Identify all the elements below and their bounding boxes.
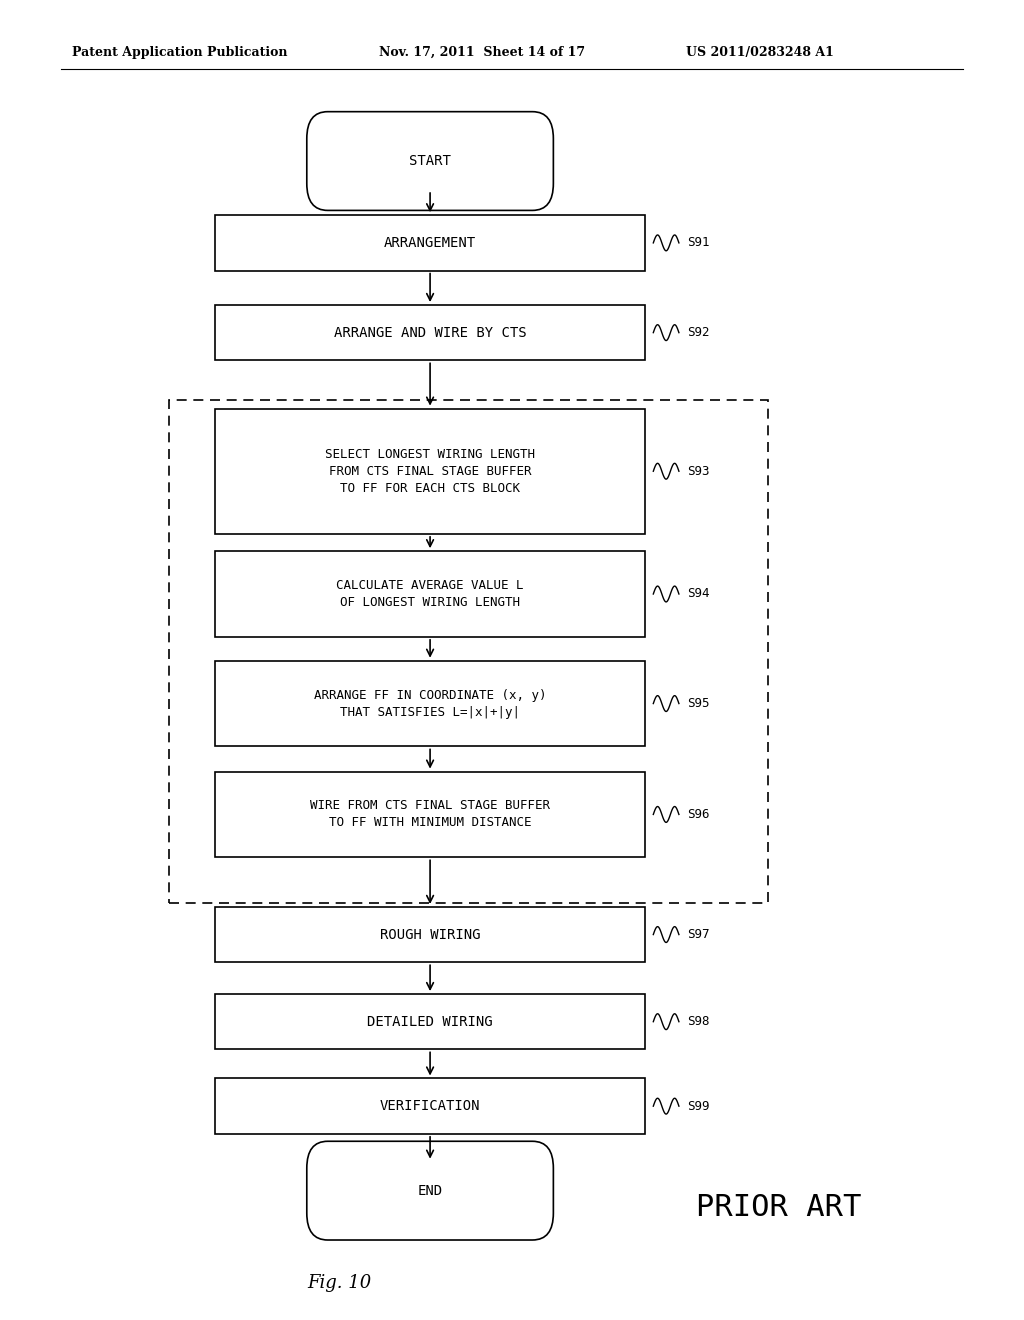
Text: S99: S99	[687, 1100, 710, 1113]
Bar	[215, 305, 645, 360]
Bar	[215, 215, 645, 271]
Text: PRIOR ART: PRIOR ART	[696, 1193, 861, 1222]
Text: END: END	[418, 1184, 442, 1197]
Text: S94: S94	[687, 587, 710, 601]
Bar	[215, 552, 645, 636]
Text: VERIFICATION: VERIFICATION	[380, 1100, 480, 1113]
Text: ARRANGE FF IN COORDINATE (x, y)
THAT SATISFIES L=|x|+|y|: ARRANGE FF IN COORDINATE (x, y) THAT SAT…	[313, 689, 547, 718]
Text: S91: S91	[687, 236, 710, 249]
Text: ARRANGE AND WIRE BY CTS: ARRANGE AND WIRE BY CTS	[334, 326, 526, 339]
Bar	[215, 409, 645, 533]
Text: WIRE FROM CTS FINAL STAGE BUFFER
TO FF WITH MINIMUM DISTANCE: WIRE FROM CTS FINAL STAGE BUFFER TO FF W…	[310, 800, 550, 829]
FancyBboxPatch shape	[307, 1142, 553, 1239]
Text: S93: S93	[687, 465, 710, 478]
Text: Fig. 10: Fig. 10	[307, 1274, 372, 1292]
Text: Nov. 17, 2011  Sheet 14 of 17: Nov. 17, 2011 Sheet 14 of 17	[379, 46, 585, 58]
Text: S98: S98	[687, 1015, 710, 1028]
Text: CALCULATE AVERAGE VALUE L
OF LONGEST WIRING LENGTH: CALCULATE AVERAGE VALUE L OF LONGEST WIR…	[336, 579, 524, 609]
Text: S97: S97	[687, 928, 710, 941]
Text: S96: S96	[687, 808, 710, 821]
Bar	[215, 994, 645, 1049]
Text: ARRANGEMENT: ARRANGEMENT	[384, 236, 476, 249]
Bar	[169, 400, 768, 903]
Text: Patent Application Publication: Patent Application Publication	[72, 46, 287, 58]
Text: DETAILED WIRING: DETAILED WIRING	[368, 1015, 493, 1028]
Bar	[215, 771, 645, 858]
FancyBboxPatch shape	[307, 112, 553, 210]
Text: S92: S92	[687, 326, 710, 339]
Bar	[215, 1078, 645, 1134]
Text: ROUGH WIRING: ROUGH WIRING	[380, 928, 480, 941]
Text: S95: S95	[687, 697, 710, 710]
Bar	[215, 907, 645, 962]
Text: US 2011/0283248 A1: US 2011/0283248 A1	[686, 46, 834, 58]
Bar	[215, 661, 645, 747]
Text: SELECT LONGEST WIRING LENGTH
FROM CTS FINAL STAGE BUFFER
TO FF FOR EACH CTS BLOC: SELECT LONGEST WIRING LENGTH FROM CTS FI…	[325, 447, 536, 495]
Text: START: START	[410, 154, 451, 168]
